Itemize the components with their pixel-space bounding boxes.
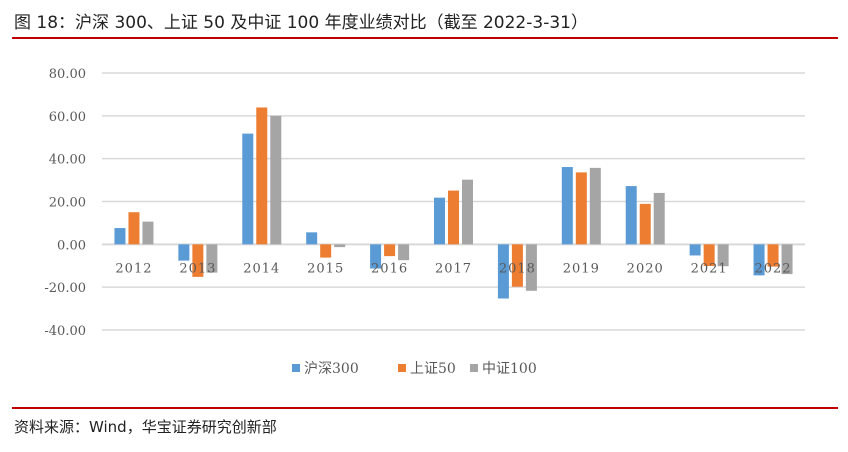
bar-2019-series-0: [561, 167, 573, 245]
bar-2019-series-1: [575, 172, 587, 245]
bar-2016-series-0: [370, 244, 382, 269]
bar-2012-series-0: [114, 228, 126, 245]
source-divider: [12, 407, 838, 409]
bar-2019-series-2: [589, 167, 601, 245]
bar-2014-series-2: [270, 115, 282, 245]
bar-2021-series-0: [689, 244, 701, 256]
y-tick-label: -20.00: [44, 281, 86, 296]
x-tick-label: 2013: [179, 261, 216, 276]
bar-2015-series-2: [334, 244, 346, 248]
x-tick-label: 2019: [563, 261, 600, 276]
bar-2020-series-2: [653, 192, 665, 245]
bar-2013-series-0: [178, 244, 190, 261]
y-tick-label: 60.00: [49, 110, 86, 125]
x-tick-label: 2017: [435, 261, 472, 276]
x-tick-label: 2022: [754, 261, 791, 276]
bar-2018-series-1: [511, 244, 523, 287]
legend-label: 上证50: [410, 361, 456, 377]
bar-2021-series-2: [717, 244, 729, 267]
x-tick-label: 2015: [307, 261, 344, 276]
bar-2017-series-1: [448, 190, 459, 245]
x-tick-label: 2016: [371, 261, 408, 276]
bar-2022-series-0: [753, 244, 765, 276]
bar-2014-series-0: [242, 133, 254, 245]
source-note: 资料来源：Wind，华宝证券研究创新部: [14, 418, 277, 436]
bar-2018-series-2: [525, 244, 537, 291]
bar-2013-series-1: [192, 244, 204, 277]
bar-2017-series-2: [462, 179, 473, 245]
bar-2022-series-1: [767, 244, 779, 267]
bar-2021-series-1: [703, 244, 715, 266]
title-divider: [12, 37, 838, 39]
bar-2015-series-0: [306, 232, 318, 245]
y-tick-label: -40.00: [44, 324, 86, 339]
bar-2016-series-1: [384, 244, 396, 257]
bar-2016-series-2: [398, 244, 410, 261]
x-tick-label: 2012: [115, 261, 152, 276]
y-tick-label: 0.00: [57, 238, 86, 253]
y-tick-label: 80.00: [49, 67, 86, 82]
legend-label: 沪深300: [304, 361, 359, 377]
bar-2015-series-1: [320, 244, 332, 258]
x-tick-label: 2021: [691, 261, 728, 276]
legend-label: 中证100: [482, 361, 537, 377]
bar-2020-series-0: [625, 186, 637, 245]
x-tick-label: 2014: [243, 261, 280, 276]
bar-2020-series-1: [639, 203, 651, 245]
x-tick-label: 2018: [499, 261, 536, 276]
bar-2017-series-0: [434, 197, 445, 245]
legend-swatch: [470, 364, 478, 372]
bar-2018-series-0: [497, 244, 509, 299]
y-tick-label: 20.00: [49, 196, 86, 211]
bar-2012-series-1: [128, 212, 140, 245]
legend-swatch: [398, 364, 406, 372]
legend-swatch: [292, 364, 300, 372]
y-tick-label: 40.00: [49, 153, 86, 168]
bar-2012-series-2: [142, 221, 154, 245]
bar-2013-series-2: [206, 244, 218, 273]
x-tick-label: 2020: [627, 261, 664, 276]
bar-2014-series-1: [256, 107, 268, 245]
figure-title: 图 18：沪深 300、上证 50 及中证 100 年度业绩对比（截至 2022…: [14, 13, 588, 33]
bar-2022-series-2: [781, 244, 793, 275]
